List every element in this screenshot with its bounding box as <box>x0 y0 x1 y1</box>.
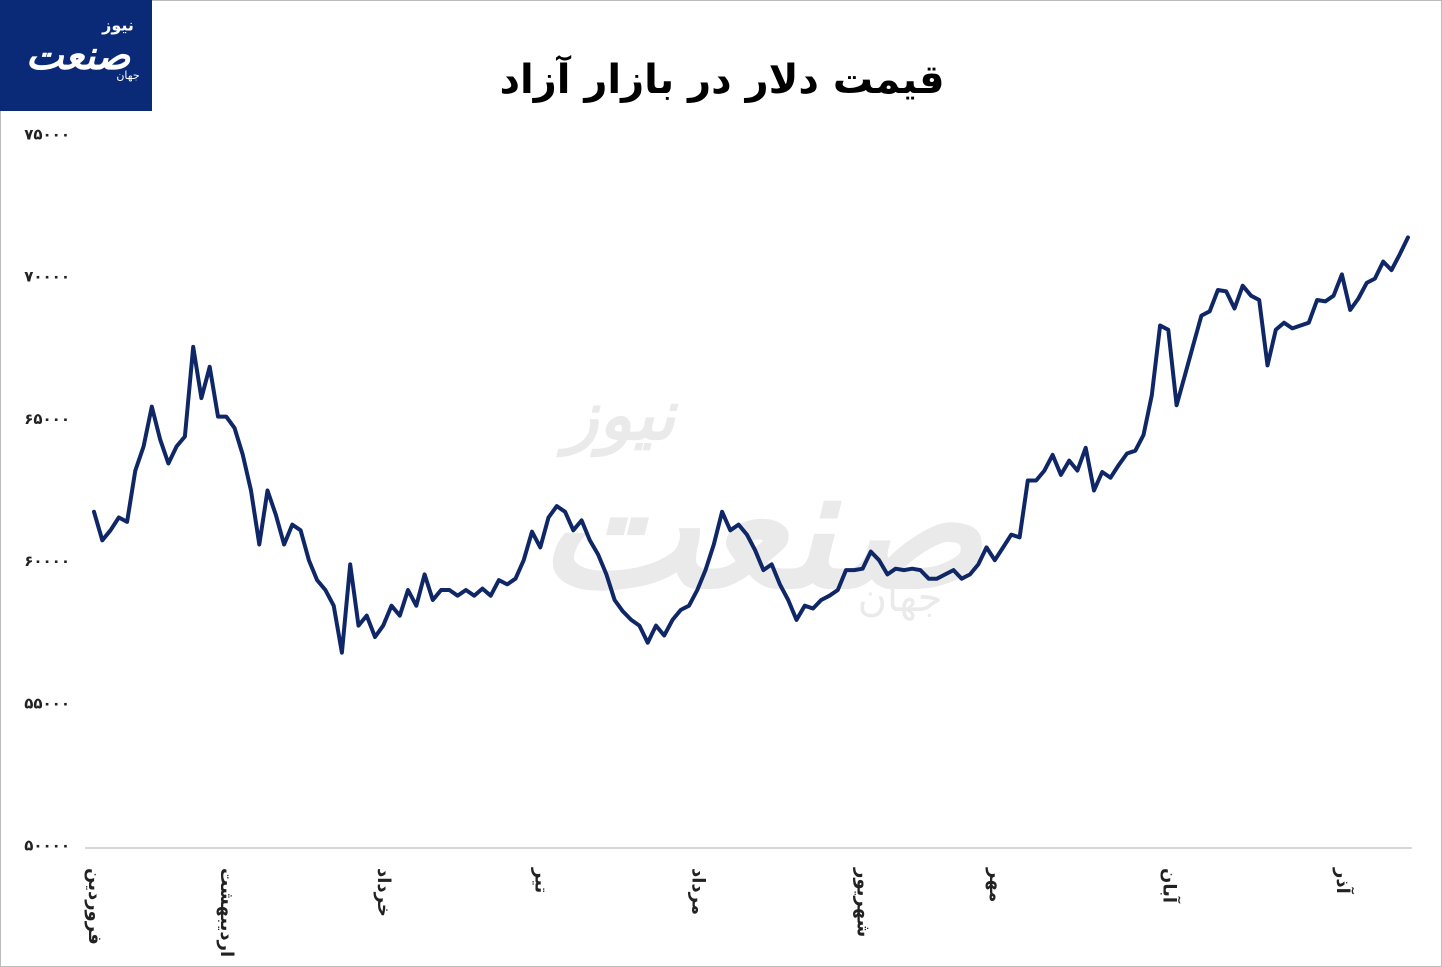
y-tick-label: ۷۰۰۰۰ <box>24 268 70 286</box>
logo-main: صنعت <box>26 33 132 79</box>
x-tick-label: خرداد <box>373 868 394 917</box>
y-tick-label: ۶۵۰۰۰ <box>24 410 70 428</box>
x-tick-label: فروردین <box>84 868 105 945</box>
watermark-small: جهان <box>858 575 943 621</box>
logo-box <box>0 0 152 111</box>
x-tick-label: آبان <box>1158 868 1181 904</box>
logo-top: نیوز <box>101 16 134 35</box>
x-tick-label: مرداد <box>687 868 708 915</box>
watermark-top: نیوز <box>556 374 679 458</box>
x-tick-label: آذر <box>1332 867 1355 895</box>
y-tick-label: ۵۵۰۰۰ <box>24 694 70 712</box>
chart-title: قیمت دلار در بازار آزاد <box>499 54 944 103</box>
logo-small: جهان <box>116 69 139 82</box>
price-line <box>92 235 1410 655</box>
x-tick-label: مهر <box>985 867 1006 902</box>
x-tick-label: شهریور <box>853 867 874 937</box>
y-tick-label: ۵۰۰۰۰ <box>24 837 70 855</box>
x-tick-label: اردیبهشت <box>216 868 237 957</box>
y-tick-label: ۷۵۰۰۰ <box>24 126 70 144</box>
x-tick-label: تیر <box>530 867 551 893</box>
y-tick-label: ۶۰۰۰۰ <box>24 552 70 570</box>
